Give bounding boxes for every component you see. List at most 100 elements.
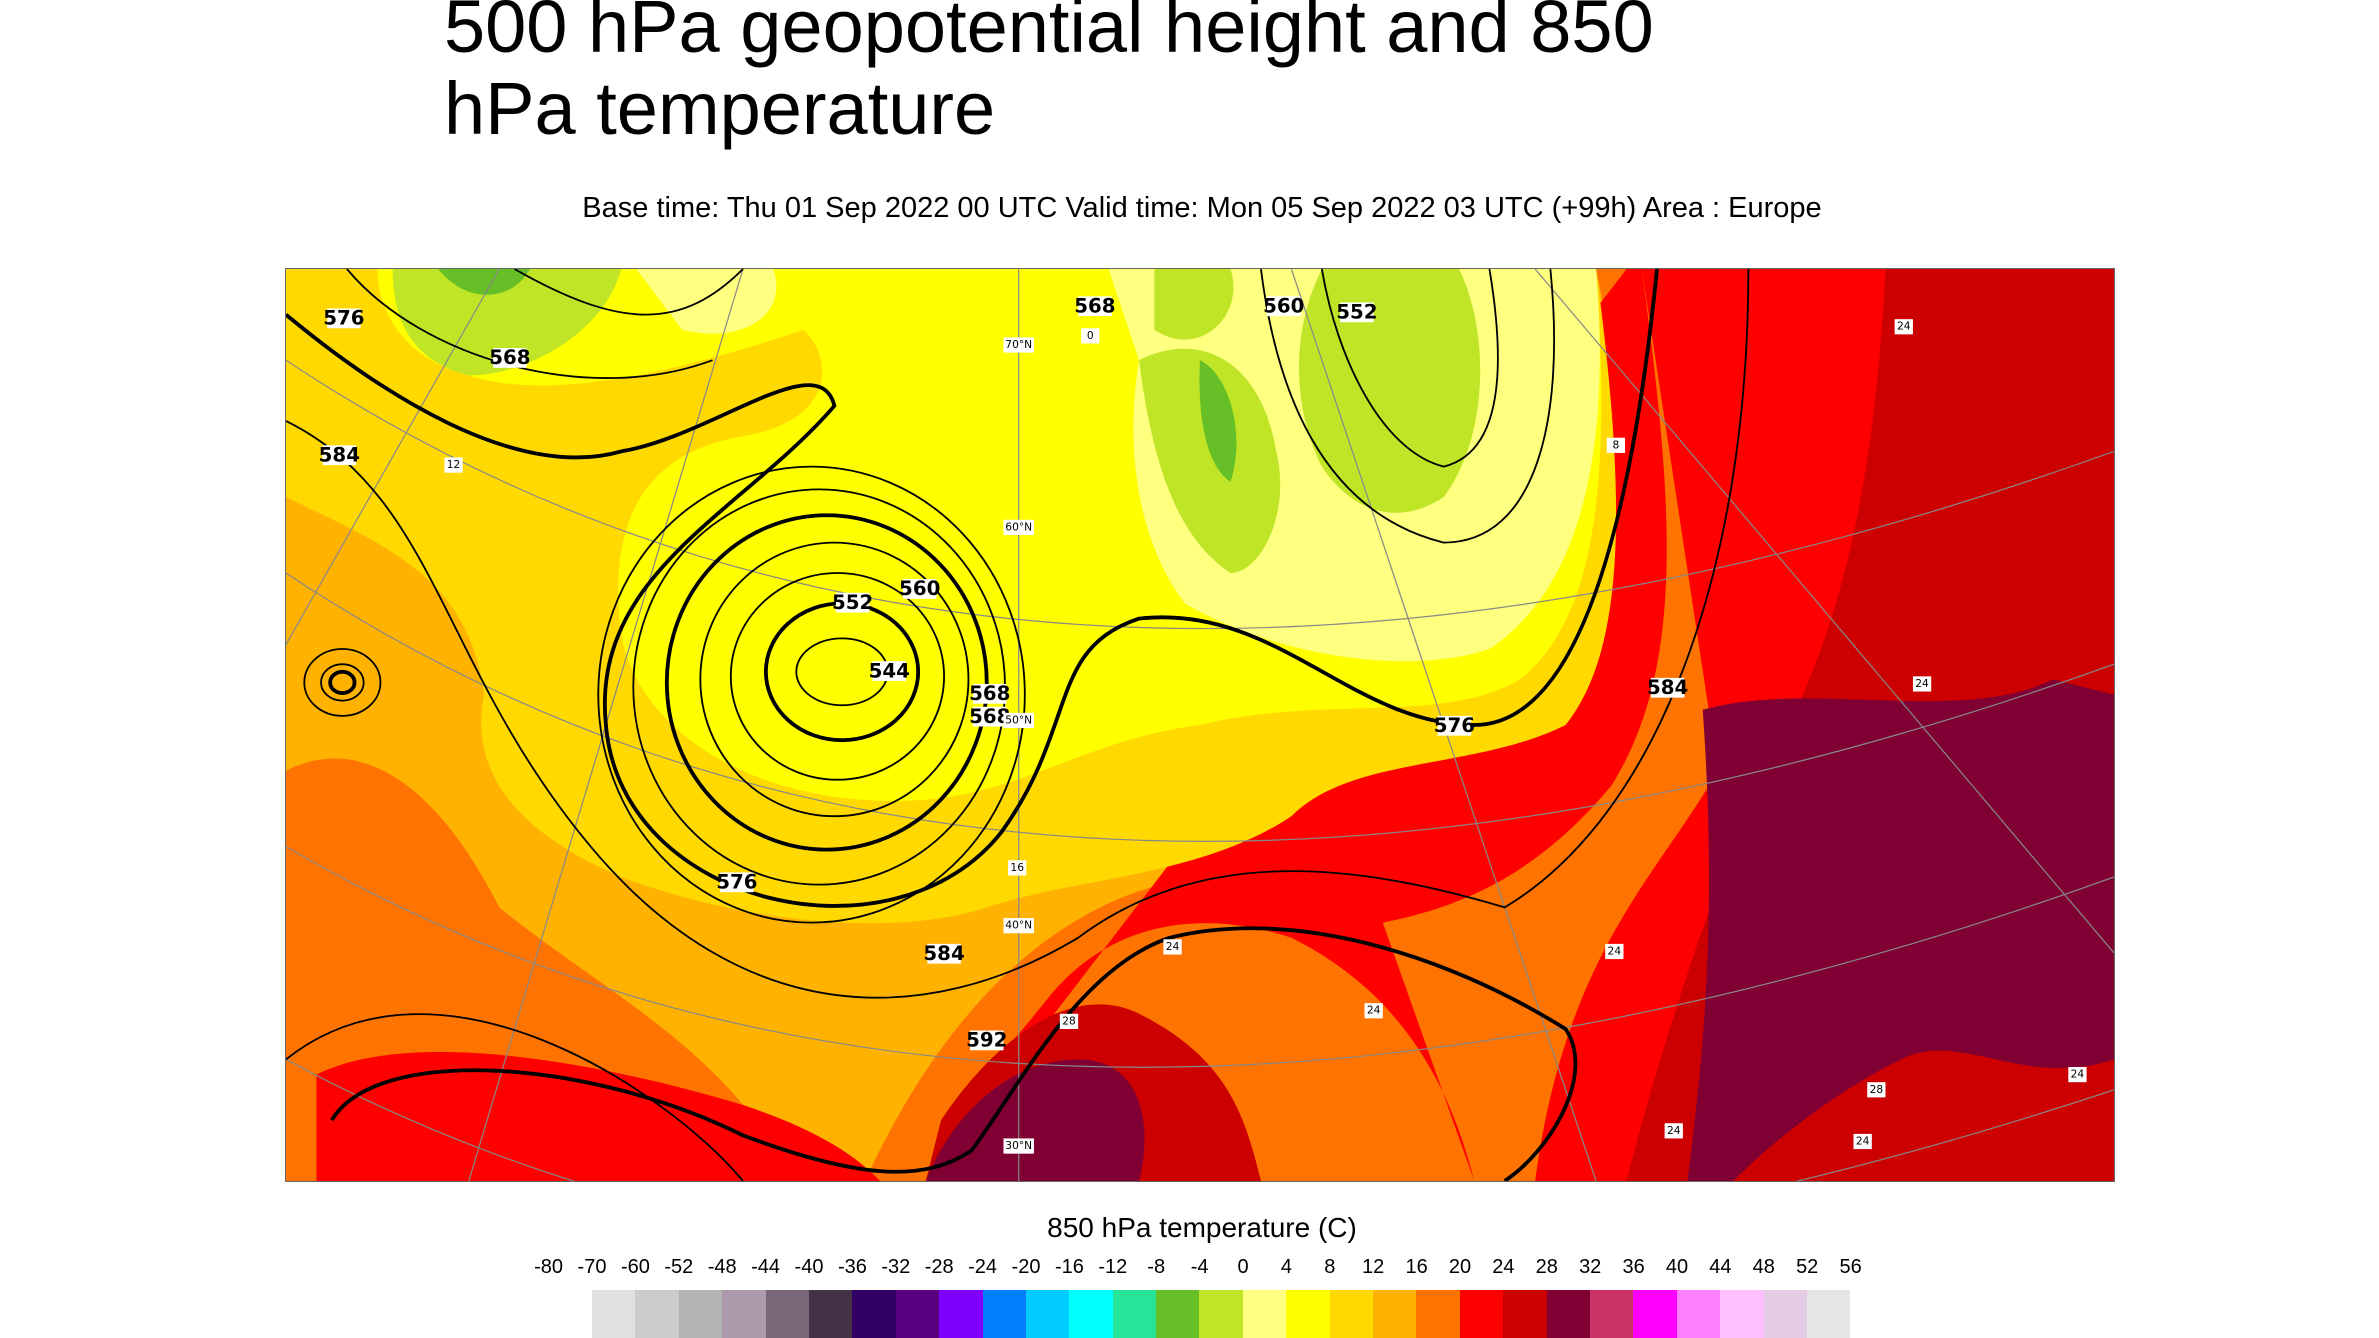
lat-label-40n: 40°N: [1003, 918, 1034, 934]
colorbar-tick-label: 20: [1448, 1256, 1472, 1278]
colorbar-tick-label: 40: [1665, 1256, 1689, 1278]
colorbar-swatch: [1416, 1290, 1460, 1338]
height-contour-labels: 576 568 584 568 560 552 568 552 560 544 …: [319, 295, 1689, 1052]
colorbar-swatch: [895, 1290, 940, 1338]
svg-text:24: 24: [1667, 1124, 1681, 1137]
temp-label: 0: [1081, 328, 1100, 344]
temperature-labels: 12 0 8 16 24 24 24 28 24 24 24 24 28 24: [444, 319, 2087, 1150]
svg-text:568: 568: [489, 346, 530, 369]
colorbar-swatch: [1806, 1290, 1851, 1338]
svg-text:552: 552: [1336, 301, 1377, 324]
colorbar-swatch: [1329, 1290, 1374, 1338]
chart-subtitle: Base time: Thu 01 Sep 2022 00 UTC Valid …: [582, 192, 1822, 224]
svg-text:24: 24: [1897, 320, 1911, 333]
svg-text:24: 24: [1367, 1004, 1381, 1017]
svg-text:568: 568: [969, 682, 1010, 705]
temp-label: 12: [444, 457, 463, 473]
colorbar-tick-label: -4: [1190, 1256, 1209, 1278]
contour-label: 584: [923, 942, 964, 965]
contour-label: 552: [832, 591, 873, 614]
contour-label: 584: [1647, 676, 1688, 699]
colorbar-tick-label: 4: [1280, 1256, 1292, 1278]
svg-text:12: 12: [447, 458, 461, 471]
temp-label: 28: [1059, 1013, 1079, 1029]
svg-text:560: 560: [1263, 295, 1304, 318]
colorbar-tick-label: -12: [1098, 1256, 1128, 1278]
colorbar-tick-label: -8: [1147, 1256, 1166, 1278]
graticule: [286, 269, 2114, 1181]
svg-text:24: 24: [1915, 677, 1929, 690]
svg-text:568: 568: [969, 705, 1010, 728]
svg-text:560: 560: [899, 577, 940, 600]
contour-label: 560: [1263, 295, 1304, 318]
svg-text:24: 24: [1608, 944, 1622, 957]
contour-label: 576: [323, 307, 364, 330]
colorbar-swatch: [635, 1290, 679, 1338]
svg-text:0: 0: [1087, 329, 1094, 342]
colorbar-swatch: [1589, 1290, 1634, 1338]
colorbar-swatch: [1069, 1290, 1113, 1338]
colorbar-swatch: [722, 1290, 766, 1338]
lat-label-50n: 50°N: [1003, 712, 1034, 729]
svg-text:568: 568: [1074, 295, 1115, 318]
contour-label: 568: [969, 682, 1010, 705]
colorbar-swatch: [1633, 1290, 1677, 1338]
colorbar-swatch: [982, 1290, 1026, 1338]
contour-label: 568: [489, 346, 530, 369]
svg-text:584: 584: [1647, 676, 1688, 699]
colorbar-tick-label: 16: [1405, 1256, 1428, 1278]
temp-label: 24: [2068, 1067, 2087, 1083]
svg-text:60°N: 60°N: [1005, 520, 1032, 533]
svg-text:50°N: 50°N: [1005, 713, 1032, 726]
temp-field-minus8-minus4: [392, 269, 1481, 573]
colorbar-title: 850 hPa temperature (C): [1047, 1212, 1357, 1243]
colorbar-tick-label: -36: [837, 1256, 867, 1278]
colorbar-swatch: [808, 1290, 853, 1338]
colorbar-tick-label: -44: [751, 1256, 781, 1278]
colorbar-swatch: [678, 1290, 723, 1338]
colorbar-swatch: [1459, 1290, 1504, 1338]
svg-text:24: 24: [1856, 1134, 1870, 1147]
colorbar-swatch: [1676, 1290, 1721, 1338]
temp-label: 24: [1912, 676, 1932, 692]
temp-label: 8: [1606, 437, 1626, 453]
colorbar-tick-label: 48: [1752, 1256, 1775, 1278]
contour-label: 544: [869, 659, 910, 682]
colorbar-tick-label: 24: [1492, 1256, 1515, 1278]
colorbar-tick-label: -16: [1054, 1256, 1084, 1278]
colorbar-swatch: [1199, 1290, 1243, 1338]
chart-title: 500 hPa geopotential height and 850 hPa …: [444, 0, 1654, 150]
temp-label: 24: [1364, 1003, 1383, 1019]
svg-text:24: 24: [2071, 1068, 2085, 1081]
contour-label: 592: [966, 1029, 1007, 1052]
contour-label: 576: [716, 871, 757, 894]
colorbar-tick-labels: -80 -70 -60 -52 -48 -44 -40 -36 -32 -28 -24 -20 -16-…: [0, 1256, 2379, 1280]
colorbar-tick-label: -48: [707, 1256, 737, 1278]
colorbar-tick-label: -32: [881, 1256, 911, 1278]
colorbar-tick-label: 28: [1535, 1256, 1558, 1278]
contour-label: 560: [899, 577, 940, 600]
temp-label: 24: [1163, 939, 1182, 955]
colorbar-swatch: [1242, 1290, 1287, 1338]
svg-text:28: 28: [1870, 1083, 1884, 1096]
svg-text:24: 24: [1166, 940, 1180, 953]
colorbar-swatch: [1546, 1290, 1590, 1338]
colorbar-tick-label: -60: [620, 1256, 650, 1278]
svg-text:576: 576: [323, 307, 364, 330]
colorbar-tick-label: -24: [968, 1256, 998, 1278]
temp-field-24-28: [316, 269, 2114, 1181]
contour-label: 568: [1074, 295, 1115, 318]
colorbar-tick-label: 36: [1622, 1256, 1645, 1278]
colorbar-tick-label: -52: [664, 1256, 694, 1278]
colorbar-tick-label: 56: [1839, 1256, 1862, 1278]
temp-label: 24: [1894, 319, 1913, 335]
colorbar-swatch: [592, 1290, 636, 1338]
svg-text:30°N: 30°N: [1005, 1139, 1032, 1152]
colorbar-tick-label: -40: [794, 1256, 824, 1278]
contour-label: 568: [969, 705, 1010, 728]
colorbar: [592, 1290, 1851, 1338]
contour-label: 576: [1434, 714, 1475, 737]
colorbar-swatch: [1763, 1290, 1807, 1338]
colorbar-tick-label: 12: [1362, 1256, 1385, 1278]
svg-text:552: 552: [832, 591, 873, 614]
